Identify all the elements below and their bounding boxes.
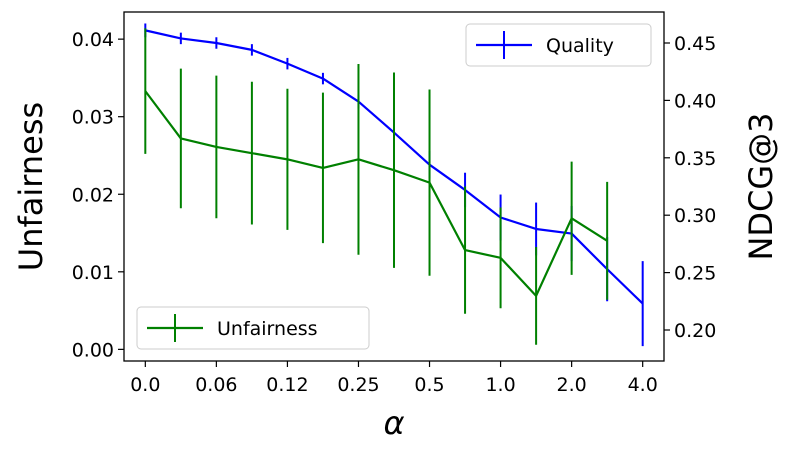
left-y-tick-label: 0.00 <box>72 339 114 361</box>
right-y-axis: 0.20 0.25 0.30 0.35 0.40 0.45 <box>664 33 716 342</box>
legend-box <box>136 306 370 350</box>
right-y-tick-label: 0.40 <box>674 90 716 112</box>
right-y-tick-label: 0.35 <box>674 148 716 170</box>
x-tick-label: 4.0 <box>628 374 658 396</box>
right-y-axis-title: NDCG@3 <box>742 112 780 260</box>
quality-legend: Quality <box>465 23 652 67</box>
x-tick-label: 0.06 <box>195 374 237 396</box>
unfairness-legend: Unfairness <box>136 306 370 350</box>
x-tick-label: 1.0 <box>485 374 515 396</box>
x-tick-label: 0.12 <box>266 374 308 396</box>
left-y-axis-title: Unfairness <box>12 102 50 271</box>
series-layer <box>144 23 644 347</box>
unfairness-line <box>144 90 608 297</box>
legend-box <box>465 23 652 67</box>
x-axis-title: α <box>383 404 404 442</box>
left-y-tick-label: 0.02 <box>72 184 114 206</box>
right-y-tick-label: 0.45 <box>674 33 716 55</box>
unfairness-legend-label: Unfairness <box>217 318 318 340</box>
legend-layer: Quality Unfairness <box>136 23 652 350</box>
x-tick-label: 0.0 <box>130 374 160 396</box>
plot-frame <box>123 11 665 362</box>
left-y-tick-label: 0.01 <box>72 262 114 284</box>
left-y-tick-label: 0.04 <box>72 29 114 51</box>
left-y-tick-label: 0.03 <box>72 107 114 129</box>
left-y-axis: 0.00 0.01 0.02 0.03 0.04 <box>72 29 124 361</box>
right-y-tick-label: 0.20 <box>674 320 716 342</box>
right-y-tick-label: 0.25 <box>674 263 716 285</box>
unfairness-series <box>144 28 609 345</box>
x-tick-label: 0.5 <box>414 374 444 396</box>
right-y-tick-label: 0.30 <box>674 205 716 227</box>
x-tick-label: 2.0 <box>557 374 587 396</box>
x-axis: 0.0 0.06 0.12 0.25 0.5 1.0 2.0 4.0 <box>130 361 658 396</box>
x-tick-label: 0.25 <box>337 374 379 396</box>
quality-legend-label: Quality <box>546 35 614 57</box>
